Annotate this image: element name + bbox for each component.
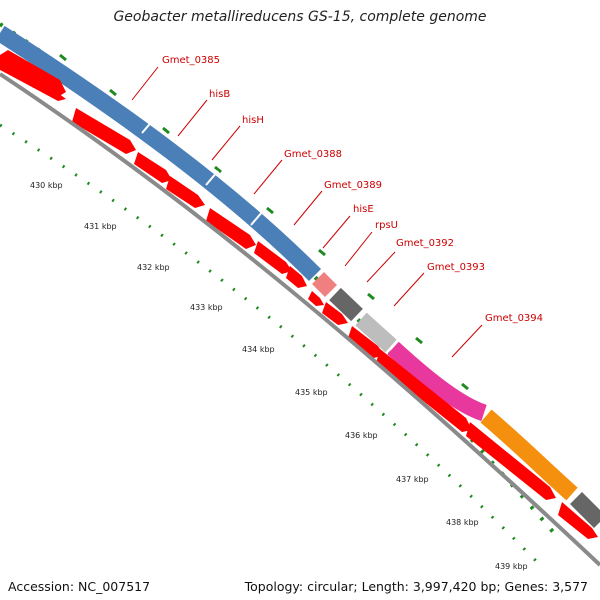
cds-arrow (134, 152, 172, 183)
cog-segment-magenta (387, 341, 487, 422)
kbp-label-436: 436 kbp (345, 431, 378, 440)
kbp-label-431: 431 kbp (84, 222, 117, 231)
cds-arrow (72, 108, 136, 154)
cds-arrow (308, 291, 324, 306)
inner-tick-ring (0, 123, 542, 567)
kbp-labels: 430 kbp 431 kbp 432 kbp 433 kbp 434 kbp … (30, 181, 528, 571)
kbp-label-433: 433 kbp (190, 303, 223, 312)
gene-label-gmet-0388: Gmet_0388 (284, 149, 342, 160)
genome-summary-text: Topology: circular; Length: 3,997,420 bp… (244, 579, 588, 594)
cds-arrow (254, 241, 292, 274)
gene-label-rpsu: rpsU (375, 220, 398, 231)
gene-label-gmet-0389: Gmet_0389 (324, 180, 382, 191)
cds-arrow (348, 326, 384, 358)
gene-label-gmet-0392: Gmet_0392 (396, 238, 454, 249)
gene-label-hise: hisE (353, 204, 374, 215)
leader-lines (131, 66, 483, 358)
cog-segment-blue (0, 25, 322, 282)
cds-arrow (206, 208, 256, 249)
gene-label-gmet-0394: Gmet_0394 (485, 313, 543, 324)
kbp-label-432: 432 kbp (137, 263, 170, 272)
accession-text: Accession: NC_007517 (8, 579, 151, 594)
cog-band (0, 25, 600, 529)
kbp-label-430: 430 kbp (30, 181, 63, 190)
map-title: Geobacter metallireducens GS-15, complet… (113, 9, 487, 25)
cds-arrow (286, 266, 307, 288)
cog-segment-pink (311, 271, 338, 298)
kbp-label-434: 434 kbp (242, 345, 275, 354)
kbp-label-435: 435 kbp (295, 388, 328, 397)
kbp-label-437: 437 kbp (396, 475, 429, 484)
gene-label-gmet-0385: Gmet_0385 (162, 55, 220, 66)
cds-arrows (0, 50, 598, 539)
cog-segment-darkgray (329, 287, 363, 322)
cds-arrow (4, 64, 66, 101)
cog-segment-lightgray (355, 312, 397, 353)
cds-arrow (166, 176, 205, 208)
cog-segment-orange (480, 409, 578, 501)
backbone-line (0, 72, 600, 567)
gene-label-gmet-0393: Gmet_0393 (427, 262, 485, 273)
kbp-label-438: 438 kbp (446, 518, 479, 527)
cds-arrow (322, 302, 348, 325)
gene-label-hisb: hisB (209, 89, 230, 100)
cds-arrow (466, 422, 556, 500)
gene-label-hish: hisH (242, 115, 264, 126)
cds-arrow (0, 50, 66, 98)
cds-arrow (376, 349, 472, 432)
cog-segment-darkgray-2 (569, 491, 600, 529)
gene-labels: Gmet_0385 hisB hisH Gmet_0388 Gmet_0389 … (162, 55, 543, 324)
cds-arrow (558, 502, 598, 539)
kbp-label-439: 439 kbp (495, 562, 528, 571)
